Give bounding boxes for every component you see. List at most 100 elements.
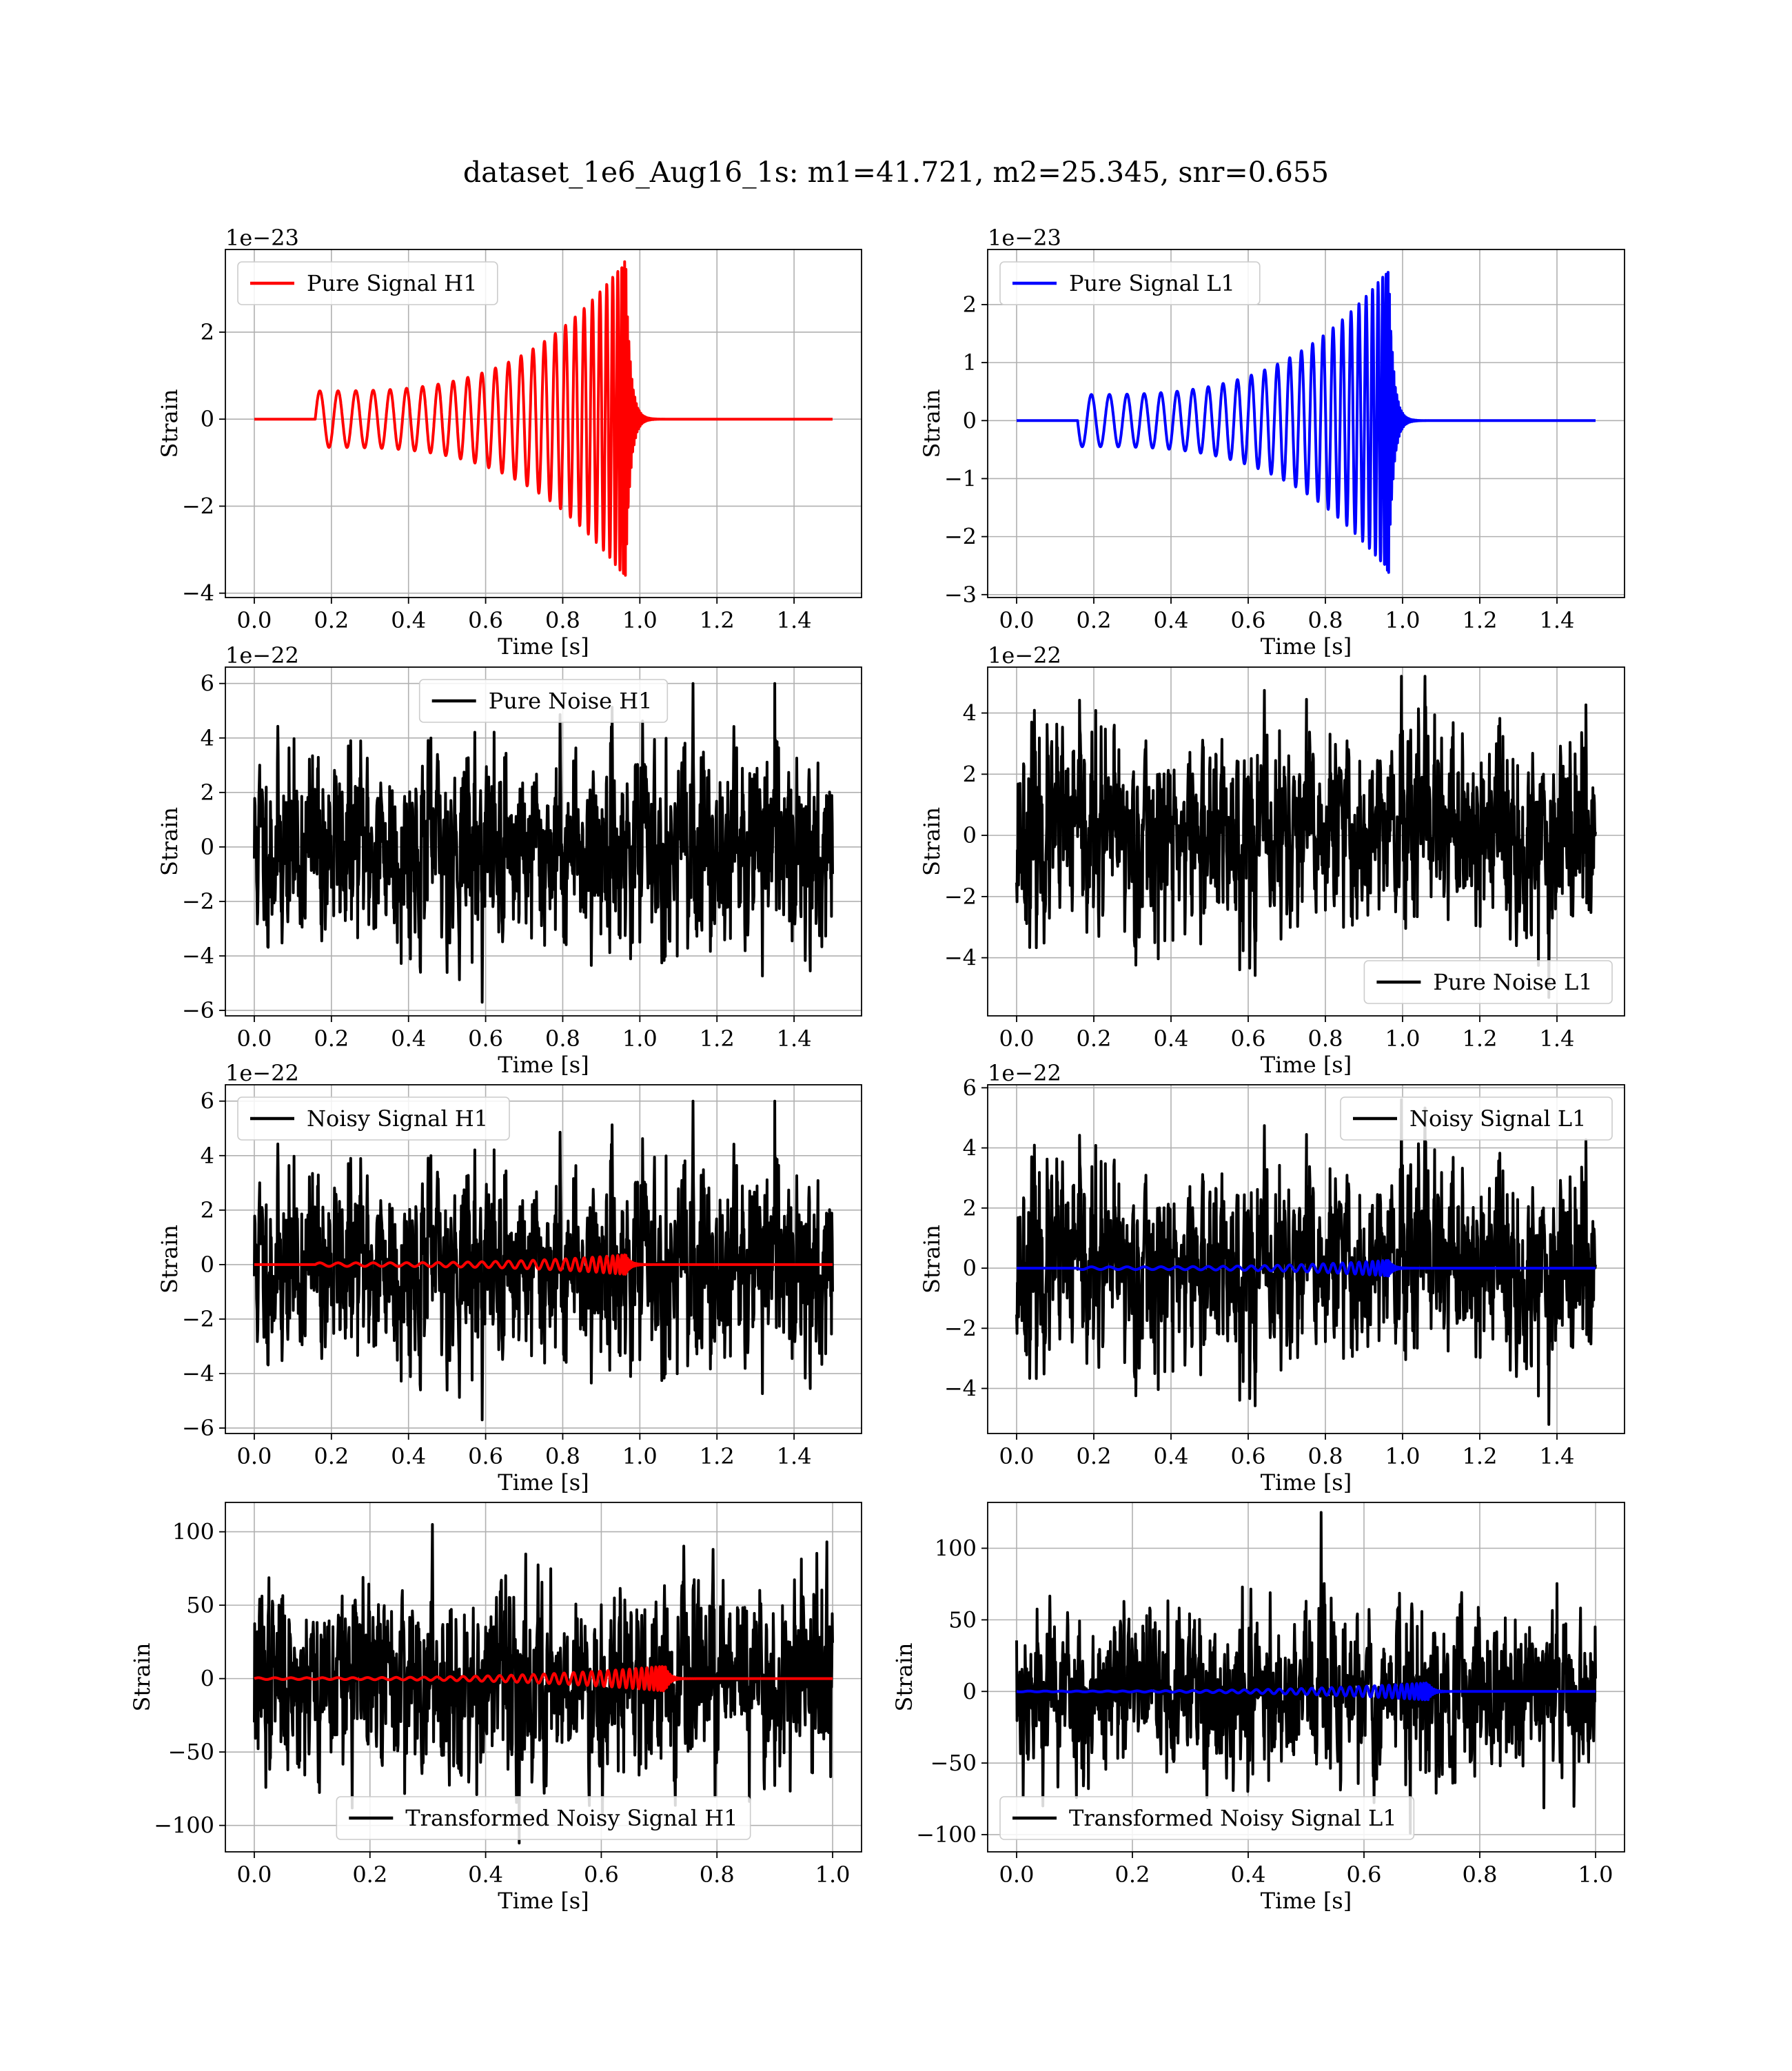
subplot-p12: 0.0 0.2 0.4 0.6 0.8 1.0 1.2 1.4 −3 −2 −1 0 1 2 Time [s… bbox=[919, 225, 1625, 660]
y-tick-label: 2 bbox=[963, 1195, 977, 1221]
x-tick-label: 0.4 bbox=[1154, 1443, 1189, 1469]
legend: Pure Noise H1 bbox=[418, 679, 669, 723]
x-tick-label: 0.0 bbox=[999, 1026, 1035, 1052]
legend-label: Pure Noise H1 bbox=[489, 688, 653, 714]
plot-area bbox=[253, 1099, 834, 1422]
y-tick-label: 0 bbox=[963, 822, 977, 848]
axes-frame bbox=[225, 666, 862, 1017]
legend-box bbox=[1340, 1096, 1613, 1141]
plot-area bbox=[253, 1523, 834, 1845]
legend-box bbox=[1363, 960, 1613, 1004]
legend-box bbox=[237, 261, 498, 305]
x-tick-label: 0.0 bbox=[999, 1861, 1035, 1888]
x-tick-label: 0.0 bbox=[237, 1861, 272, 1888]
y-tick-label: 2 bbox=[963, 292, 977, 318]
x-tick-label: 1.2 bbox=[1463, 1026, 1498, 1052]
x-tick-label: 0.2 bbox=[314, 1026, 349, 1052]
x-tick-label: 0.2 bbox=[314, 607, 349, 633]
x-tick-label: 1.0 bbox=[815, 1861, 851, 1888]
x-tick-label: 1.0 bbox=[1578, 1861, 1613, 1888]
x-tick-label: 0.4 bbox=[1231, 1861, 1266, 1888]
y-tick-label: 0 bbox=[201, 1252, 214, 1278]
legend: Pure Noise L1 bbox=[1363, 960, 1613, 1004]
axes-frame bbox=[987, 249, 1625, 598]
x-tick-label: 1.0 bbox=[622, 607, 658, 633]
series-line-noisy-signal-h1 bbox=[253, 1099, 834, 1422]
x-tick-label: 1.0 bbox=[1385, 607, 1421, 633]
x-tick-label: 0.0 bbox=[999, 607, 1035, 633]
x-tick-label: 0.6 bbox=[468, 607, 503, 633]
x-tick-label: 0.0 bbox=[237, 1026, 272, 1052]
plot-area bbox=[253, 682, 834, 1004]
y-tick-label: −2 bbox=[182, 888, 214, 915]
x-tick-label: 1.0 bbox=[1385, 1026, 1421, 1052]
axes-frame bbox=[225, 1084, 862, 1434]
y-tick-label: −2 bbox=[182, 493, 214, 519]
x-tick-label: 1.4 bbox=[1540, 607, 1575, 633]
x-tick-label: 1.4 bbox=[777, 1443, 812, 1469]
x-axis-label: Time [s] bbox=[498, 1052, 589, 1078]
x-tick-label: 0.8 bbox=[545, 1443, 580, 1469]
series-line-pure-noise-l1 bbox=[1015, 675, 1597, 999]
legend-box bbox=[418, 679, 669, 723]
subplot-p42: 0.0 0.2 0.4 0.6 0.8 1.0 −100 −50 0 50 100 Time [s] S… bbox=[891, 1502, 1625, 1914]
y-tick-label: 4 bbox=[201, 725, 214, 751]
x-tick-label: 0.6 bbox=[1347, 1861, 1382, 1888]
subplot-p32: 0.0 0.2 0.4 0.6 0.8 1.0 1.2 1.4 −4 −2 0 2 4 6 Time [s]… bbox=[919, 1060, 1625, 1496]
axes-frame bbox=[987, 1502, 1625, 1853]
plot-area bbox=[1015, 1511, 1597, 1835]
x-tick-label: 1.2 bbox=[700, 1443, 735, 1469]
y-tick-label: 2 bbox=[201, 779, 214, 806]
x-tick-label: 0.0 bbox=[237, 607, 272, 633]
y-tick-label: −2 bbox=[944, 524, 977, 550]
x-axis-label: Time [s] bbox=[498, 1888, 589, 1914]
subplot-p41: 0.0 0.2 0.4 0.6 0.8 1.0 −100 −50 0 50 100 Time [s] S… bbox=[129, 1502, 862, 1914]
x-tick-label: 0.6 bbox=[1231, 1443, 1266, 1469]
y-tick-label: 2 bbox=[201, 319, 214, 345]
axis-offset-text: 1e−23 bbox=[225, 225, 299, 251]
y-tick-label: 0 bbox=[963, 1255, 977, 1281]
y-tick-label: 0 bbox=[201, 834, 214, 860]
y-tick-label: 50 bbox=[186, 1592, 214, 1618]
y-tick-label: −2 bbox=[944, 884, 977, 910]
series-line-overlay-1 bbox=[1015, 1682, 1597, 1702]
plot-area bbox=[1015, 1098, 1597, 1426]
subplot-p22: 0.0 0.2 0.4 0.6 0.8 1.0 1.2 1.4 −4 −2 0 2 4 Time [s] S… bbox=[919, 642, 1625, 1078]
y-tick-label: −4 bbox=[182, 943, 214, 969]
x-tick-label: 1.0 bbox=[1385, 1443, 1421, 1469]
x-tick-label: 1.4 bbox=[777, 607, 812, 633]
x-axis-label: Time [s] bbox=[1261, 633, 1352, 660]
plot-area bbox=[1015, 675, 1597, 999]
y-tick-label: 2 bbox=[201, 1197, 214, 1223]
y-tick-label: 50 bbox=[948, 1606, 977, 1633]
axis-offset-text: 1e−23 bbox=[988, 225, 1061, 251]
legend-label: Transformed Noisy Signal L1 bbox=[1069, 1805, 1397, 1831]
x-tick-label: 0.8 bbox=[700, 1861, 735, 1888]
series-line-overlay-1 bbox=[253, 1665, 834, 1693]
y-axis-label: Strain bbox=[919, 389, 945, 458]
series-line-transformed-noisy-signal-l1 bbox=[1015, 1511, 1597, 1835]
y-axis-label: Strain bbox=[156, 389, 183, 458]
y-tick-label: −3 bbox=[944, 582, 977, 608]
legend-label: Noisy Signal H1 bbox=[307, 1105, 488, 1132]
y-tick-label: −2 bbox=[182, 1306, 214, 1332]
axis-offset-text: 1e−22 bbox=[225, 642, 299, 669]
axes-frame bbox=[987, 666, 1625, 1017]
y-tick-label: 100 bbox=[172, 1519, 214, 1545]
x-tick-label: 0.4 bbox=[391, 607, 426, 633]
x-tick-label: 0.4 bbox=[1154, 607, 1189, 633]
x-tick-label: 0.4 bbox=[468, 1861, 503, 1888]
y-tick-label: −1 bbox=[944, 465, 977, 491]
x-tick-label: 0.8 bbox=[1308, 607, 1343, 633]
legend: Pure Signal H1 bbox=[237, 261, 498, 305]
y-tick-label: −4 bbox=[182, 1360, 214, 1387]
x-tick-label: 0.6 bbox=[468, 1026, 503, 1052]
y-axis-label: Strain bbox=[129, 1643, 155, 1712]
x-tick-label: 0.8 bbox=[545, 1026, 580, 1052]
x-tick-label: 0.6 bbox=[1231, 607, 1266, 633]
y-axis-label: Strain bbox=[156, 807, 183, 876]
legend-label: Pure Noise L1 bbox=[1433, 969, 1592, 995]
plot-area bbox=[1015, 271, 1597, 574]
x-tick-label: 0.2 bbox=[1115, 1861, 1150, 1888]
